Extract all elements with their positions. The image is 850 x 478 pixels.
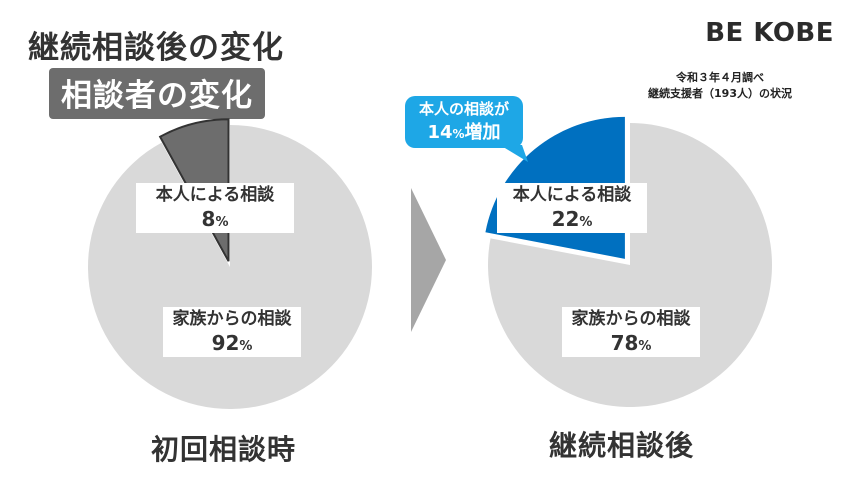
pie1-slice-family-value: 78%: [610, 331, 652, 355]
pie0-label-self: 本人による相談 8%: [136, 183, 294, 233]
survey-note: 令和３年４月調べ 継続支援者（193人）の状況: [648, 70, 792, 102]
caption-after: 継続相談後: [549, 429, 695, 462]
pie1-label-self: 本人による相談 22%: [497, 183, 647, 233]
pie1-label-family: 家族からの相談 78%: [562, 307, 700, 357]
increase-callout: 本人の相談が 14%増加: [405, 96, 523, 148]
pie1-slice-family: [488, 123, 772, 407]
caption-initial: 初回相談時: [151, 433, 297, 466]
pie0-slice-self-label: 本人による相談: [155, 185, 275, 205]
callout-line1: 本人の相談が: [418, 100, 509, 118]
pie0-slice-family-value: 92%: [211, 331, 253, 355]
pie1-slice-self-value: 22%: [551, 207, 593, 231]
pie0-slice-self-value: 8%: [201, 207, 229, 231]
pie1-slice-family-label: 家族からの相談: [571, 309, 691, 329]
brand-logo: BE KOBE: [705, 18, 834, 48]
pie0-label-family: 家族からの相談 92%: [163, 307, 301, 357]
callout-line2: 14%増加: [427, 122, 501, 143]
pie0-slice-family-label: 家族からの相談: [172, 309, 292, 329]
page-subtitle: 相談者の変化: [49, 68, 265, 119]
survey-date: 令和３年４月調べ: [676, 71, 765, 84]
pie1-slice-self-label: 本人による相談: [512, 185, 632, 205]
page-title: 継続相談後の変化: [28, 30, 284, 66]
survey-population: 継続支援者（193人）の状況: [648, 87, 792, 100]
